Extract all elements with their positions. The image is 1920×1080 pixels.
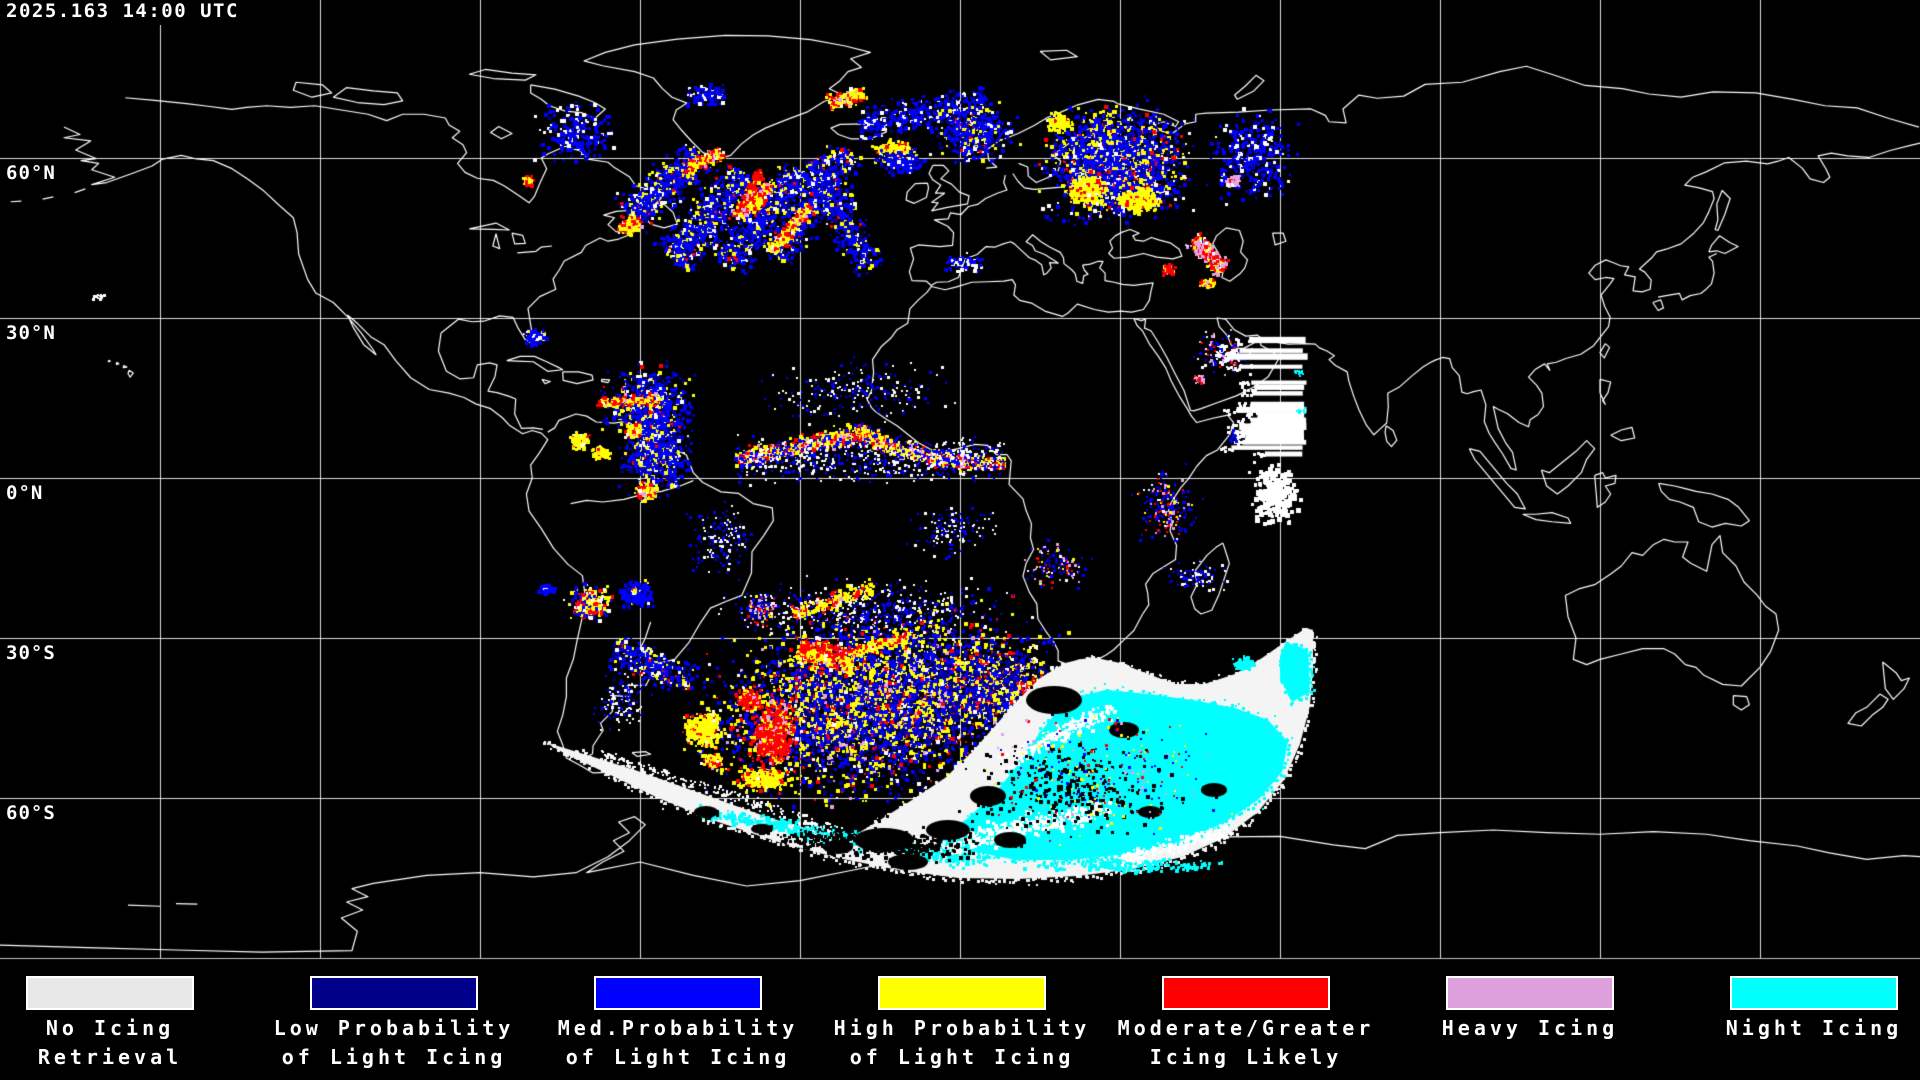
legend-swatch-1	[310, 976, 478, 1010]
legend-swatch-0	[26, 976, 194, 1010]
legend-label-6-line-0: Night Icing	[1725, 1016, 1903, 1040]
legend-item-5: Heavy Icing	[1390, 968, 1670, 1043]
legend-label-3-line-1: of Light Icing	[849, 1045, 1075, 1069]
legend: No Icing Retrieval Low Probability of Light…	[0, 968, 1920, 1080]
latitude-label-30n: 30°N	[6, 322, 56, 344]
legend-label-2-line-1: of Light Icing	[565, 1045, 791, 1069]
legend-label-1-line-1: of Light Icing	[281, 1045, 507, 1069]
legend-item-3: High Probability of Light Icing	[822, 968, 1102, 1072]
legend-item-0: No Icing Retrieval	[0, 968, 250, 1072]
legend-item-1: Low Probability of Light Icing	[254, 968, 534, 1072]
legend-label-3-line-0: High Probability	[833, 1016, 1091, 1040]
legend-item-6: Night Icing	[1674, 968, 1920, 1043]
latitude-label-60s: 60°S	[6, 802, 56, 824]
legend-label-1-line-0: Low Probability	[273, 1016, 515, 1040]
legend-label-4-line-0: Moderate/Greater	[1117, 1016, 1375, 1040]
legend-label-0-line-0: No Icing	[45, 1016, 175, 1040]
legend-label-2-line-0: Med.Probability	[557, 1016, 799, 1040]
timestamp-label: 2025.163 14:00 UTC	[4, 0, 247, 25]
legend-swatch-2	[594, 976, 762, 1010]
legend-swatch-6	[1730, 976, 1898, 1010]
latitude-label-60n: 60°N	[6, 162, 56, 184]
legend-swatch-4	[1162, 976, 1330, 1010]
legend-swatch-5	[1446, 976, 1614, 1010]
legend-item-4: Moderate/Greater Icing Likely	[1106, 968, 1386, 1072]
legend-label-5-line-0: Heavy Icing	[1441, 1016, 1619, 1040]
legend-label-0-line-1: Retrieval	[37, 1045, 183, 1069]
legend-item-2: Med.Probability of Light Icing	[538, 968, 818, 1072]
latitude-label-30s: 30°S	[6, 642, 56, 664]
legend-label-4-line-1: Icing Likely	[1149, 1045, 1343, 1069]
latitude-label-0n: 0°N	[6, 482, 44, 504]
legend-swatch-3	[878, 976, 1046, 1010]
